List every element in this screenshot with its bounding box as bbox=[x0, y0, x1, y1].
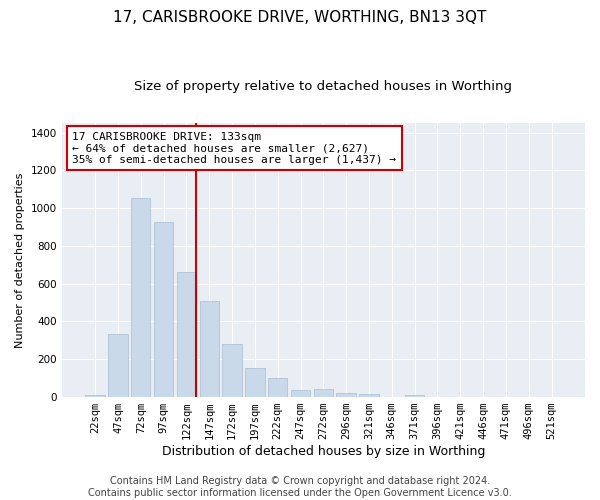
Bar bbox=[85, 394, 105, 396]
Y-axis label: Number of detached properties: Number of detached properties bbox=[15, 172, 25, 348]
X-axis label: Distribution of detached houses by size in Worthing: Distribution of detached houses by size … bbox=[161, 444, 485, 458]
Title: Size of property relative to detached houses in Worthing: Size of property relative to detached ho… bbox=[134, 80, 512, 93]
Bar bbox=[154, 222, 173, 396]
Bar bbox=[177, 272, 196, 396]
Bar bbox=[108, 334, 128, 396]
Bar bbox=[359, 394, 379, 396]
Text: 17, CARISBROOKE DRIVE, WORTHING, BN13 3QT: 17, CARISBROOKE DRIVE, WORTHING, BN13 3Q… bbox=[113, 10, 487, 25]
Bar bbox=[245, 368, 265, 396]
Text: Contains HM Land Registry data © Crown copyright and database right 2024.
Contai: Contains HM Land Registry data © Crown c… bbox=[88, 476, 512, 498]
Bar bbox=[337, 393, 356, 396]
Bar bbox=[314, 389, 333, 396]
Bar bbox=[223, 344, 242, 397]
Bar bbox=[405, 394, 424, 396]
Bar bbox=[200, 302, 219, 396]
Bar bbox=[291, 390, 310, 396]
Bar bbox=[268, 378, 287, 396]
Bar bbox=[131, 198, 151, 396]
Text: 17 CARISBROOKE DRIVE: 133sqm
← 64% of detached houses are smaller (2,627)
35% of: 17 CARISBROOKE DRIVE: 133sqm ← 64% of de… bbox=[72, 132, 396, 164]
